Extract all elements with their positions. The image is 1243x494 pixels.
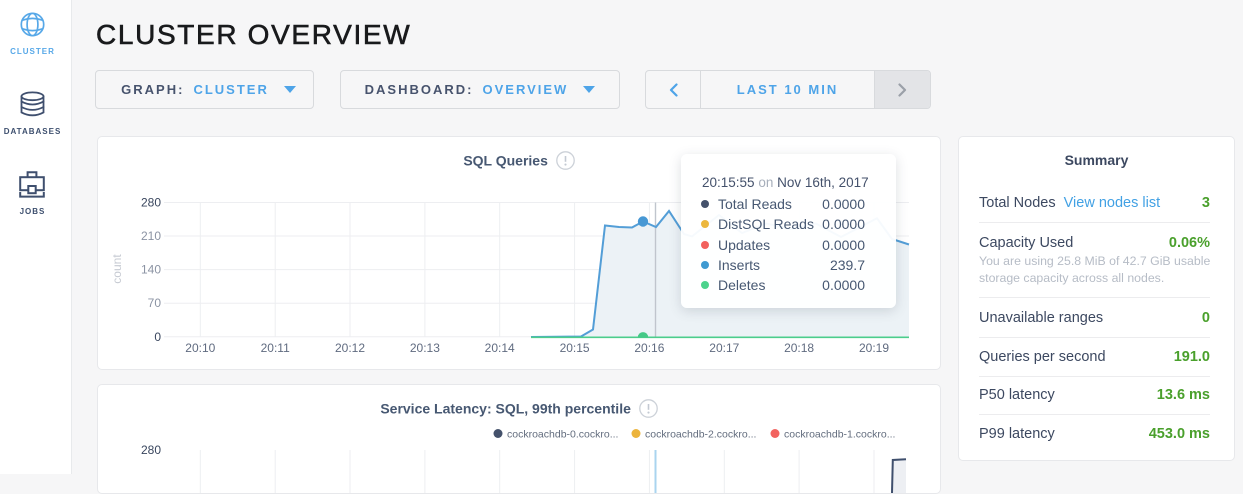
svg-text:20:10: 20:10 (185, 341, 215, 355)
svg-text:280: 280 (141, 196, 161, 210)
svg-text:20:18: 20:18 (784, 341, 814, 355)
svg-text:cockroachdb-2.cockro...: cockroachdb-2.cockro... (645, 429, 756, 441)
svg-text:count: count (110, 254, 124, 284)
svg-text:20:14: 20:14 (485, 341, 515, 355)
svg-text:0: 0 (154, 330, 161, 344)
svg-text:cockroachdb-0.cockro...: cockroachdb-0.cockro... (507, 429, 618, 441)
svg-text:20:17: 20:17 (709, 341, 739, 355)
svg-text:cockroachdb-1.cockro...: cockroachdb-1.cockro... (784, 429, 895, 441)
svg-text:140: 140 (141, 263, 161, 277)
svg-text:20:12: 20:12 (335, 341, 365, 355)
svg-text:20:19: 20:19 (859, 341, 889, 355)
svg-text:20:16: 20:16 (634, 341, 664, 355)
svg-text:70: 70 (148, 296, 162, 310)
svg-text:20:11: 20:11 (261, 341, 290, 355)
svg-text:280: 280 (141, 443, 161, 457)
svg-text:210: 210 (141, 229, 161, 243)
svg-text:20:15: 20:15 (560, 341, 590, 355)
svg-text:20:13: 20:13 (410, 341, 440, 355)
